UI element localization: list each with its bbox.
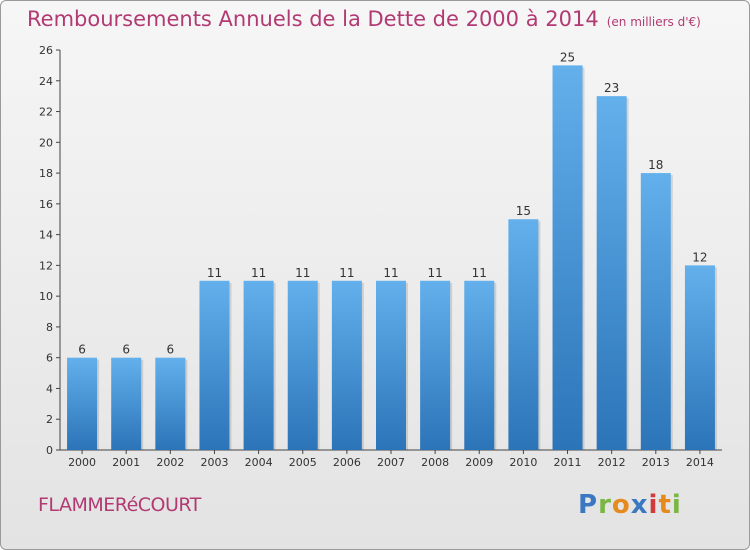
y-tick-label: 8 [46, 321, 53, 334]
bar-value-label: 12 [692, 250, 707, 264]
bar [155, 357, 186, 450]
x-tick-label: 2008 [421, 456, 449, 469]
logo-letter: P [578, 490, 599, 520]
chart-subtitle: (en milliers d'€) [606, 15, 701, 29]
bar [243, 280, 274, 450]
bar-value-label: 23 [604, 81, 619, 95]
bar [464, 280, 495, 450]
y-tick-label: 10 [39, 290, 53, 303]
bar-value-label: 6 [78, 343, 86, 357]
title-text: Remboursements Annuels de la Dette de 20… [27, 7, 599, 31]
x-tick-label: 2002 [156, 456, 184, 469]
bar [552, 65, 583, 450]
x-tick-label: 2005 [289, 456, 317, 469]
bar [331, 280, 362, 450]
bar [596, 96, 627, 451]
x-tick-label: 2012 [598, 456, 626, 469]
bar-value-label: 11 [295, 266, 310, 280]
bar-value-label: 11 [207, 266, 222, 280]
bar-value-label: 6 [122, 343, 130, 357]
bar [684, 265, 715, 450]
x-tick-label: 2004 [245, 456, 273, 469]
y-tick-label: 20 [39, 136, 53, 149]
bar-value-label: 18 [648, 158, 663, 172]
x-tick-label: 2003 [200, 456, 228, 469]
y-tick-label: 16 [39, 198, 53, 211]
x-tick-label: 2009 [465, 456, 493, 469]
bar [199, 280, 230, 450]
x-tick-label: 2000 [68, 456, 96, 469]
x-tick-label: 2014 [686, 456, 714, 469]
x-tick-label: 2013 [642, 456, 670, 469]
logo-letter: o [611, 490, 631, 520]
bar [67, 357, 98, 450]
bar-value-label: 11 [472, 266, 487, 280]
y-tick-label: 24 [39, 75, 53, 88]
town-name: FLAMMERéCOURT [38, 494, 201, 516]
x-tick-label: 2007 [377, 456, 405, 469]
bar-value-label: 15 [516, 204, 531, 218]
y-tick-label: 2 [46, 413, 53, 426]
x-tick-label: 2010 [509, 456, 537, 469]
bar [640, 173, 671, 451]
y-tick-label: 26 [39, 44, 53, 57]
x-tick-label: 2011 [554, 456, 582, 469]
y-tick-label: 4 [46, 382, 53, 395]
bar-value-label: 11 [339, 266, 354, 280]
logo-letter: x [630, 490, 649, 520]
x-tick-label: 2001 [112, 456, 140, 469]
bar [111, 357, 142, 450]
chart-title: Remboursements Annuels de la Dette de 20… [27, 7, 701, 31]
chart-bars: 6 6 6 11 11 11 11 11 11 11 15 25 23 18 12 [67, 50, 717, 451]
bar [420, 280, 451, 450]
proxiti-logo: Proxiti [578, 490, 682, 520]
bar [376, 280, 406, 450]
y-tick-label: 0 [46, 444, 53, 457]
bar-value-label: 11 [383, 266, 398, 280]
bar-value-label: 11 [427, 266, 442, 280]
bar [508, 219, 539, 450]
bar-value-label: 25 [560, 50, 575, 64]
y-tick-label: 22 [39, 106, 53, 119]
y-tick-label: 6 [46, 352, 53, 365]
y-tick-label: 18 [39, 167, 53, 180]
logo-letter: t [658, 490, 672, 520]
y-tick-label: 14 [39, 229, 53, 242]
bar [287, 280, 318, 450]
bar-value-label: 6 [167, 343, 175, 357]
logo-letter: i [671, 490, 682, 520]
logo-letter: i [648, 490, 659, 520]
bar-value-label: 11 [251, 266, 266, 280]
x-tick-label: 2006 [333, 456, 361, 469]
logo-letter: r [598, 490, 612, 520]
y-tick-label: 12 [39, 259, 53, 272]
